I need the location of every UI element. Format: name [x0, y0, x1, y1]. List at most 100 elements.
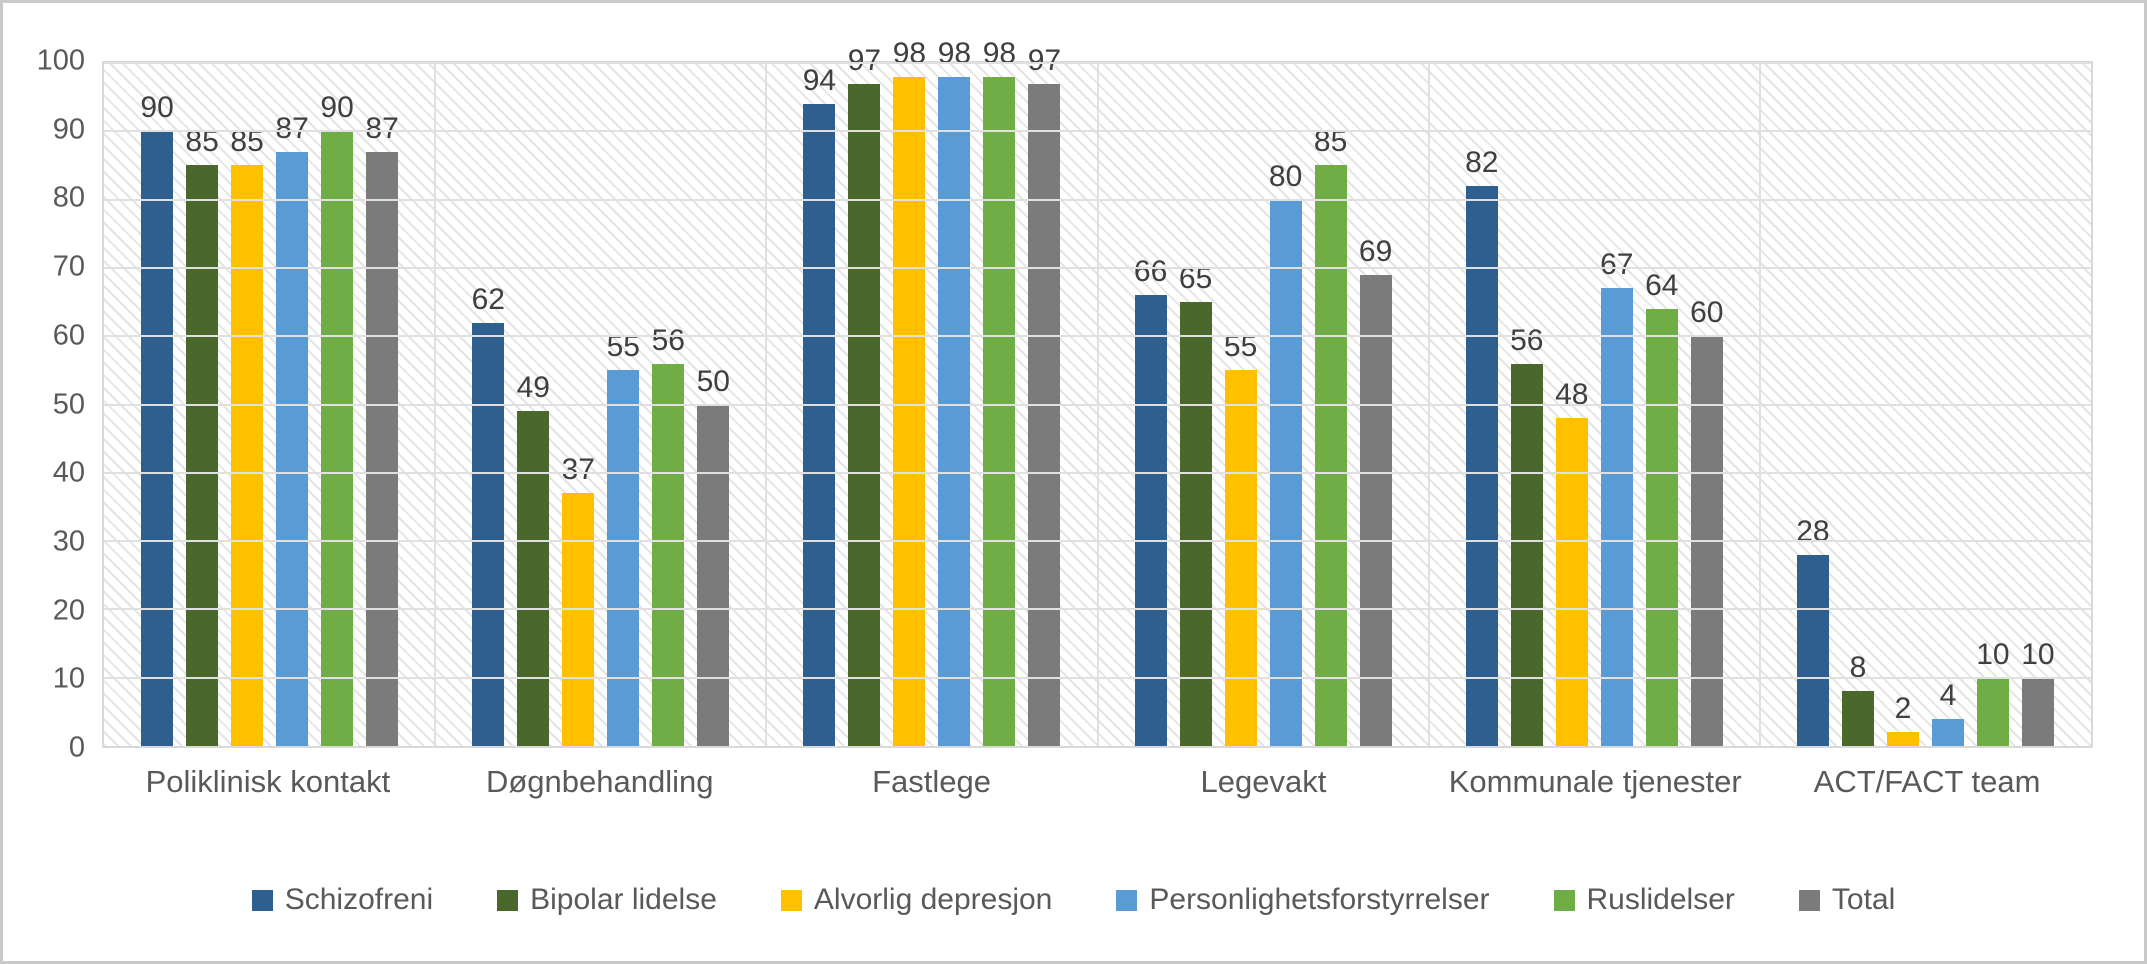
- legend-swatch: [1553, 889, 1575, 911]
- bar: 48: [1555, 380, 1588, 746]
- y-axis: 0 10 20 30 40 50 60 70 80 90 100: [3, 46, 85, 762]
- vertical-gridline: [765, 63, 768, 746]
- bar: 85: [230, 127, 264, 746]
- legend-item: Schizofreni: [251, 883, 434, 916]
- bar: 66: [1134, 257, 1167, 746]
- bar-value-label: 10: [2021, 637, 2055, 671]
- bar: 98: [983, 38, 1016, 746]
- bar-value-label: 2: [1894, 692, 1912, 726]
- legend-label: Total: [1831, 883, 1896, 916]
- y-tick-label: 30: [52, 525, 85, 558]
- bar: 98: [893, 38, 926, 746]
- bar: 98: [938, 38, 971, 746]
- bar: 56: [1510, 325, 1543, 746]
- bar-value-label: 97: [1027, 43, 1062, 77]
- bar-value-label: 66: [1133, 255, 1168, 289]
- legend-item: Bipolar lidelse: [497, 885, 717, 915]
- bar-value-label: 87: [275, 111, 309, 145]
- legend-item: Personlighetsforstyrrelser: [1116, 883, 1490, 916]
- category-group: 62 49 37 55 56 50: [435, 63, 766, 746]
- y-tick-label: 90: [52, 113, 85, 146]
- bar: 10: [2021, 639, 2055, 746]
- legend-label: Personlighetsforstyrrelser: [1149, 883, 1490, 916]
- legend-label: Ruslidelser: [1586, 883, 1735, 916]
- category-label: Døgnbehandling: [485, 764, 714, 799]
- bar: 8: [1841, 653, 1874, 746]
- bar-value-label: 56: [1510, 323, 1544, 357]
- category-label: Fastlege: [872, 764, 992, 799]
- bar: 4: [1931, 680, 1964, 746]
- bar-value-label: 37: [561, 453, 595, 487]
- bar: 90: [140, 93, 174, 746]
- bar-value-label: 69: [1358, 234, 1393, 268]
- legend-label: Alvorlig depresjon: [813, 883, 1053, 916]
- y-tick-label: 100: [36, 44, 85, 77]
- y-tick-label: 70: [52, 250, 85, 283]
- vertical-gridline: [1758, 63, 1761, 746]
- bar: 49: [517, 373, 550, 746]
- y-tick-label: 50: [52, 388, 85, 420]
- bar: 64: [1645, 270, 1678, 746]
- bar-value-label: 97: [847, 43, 882, 77]
- bar: 55: [1224, 332, 1257, 746]
- bar: 55: [607, 332, 640, 746]
- bar-value-label: 90: [140, 91, 174, 125]
- bar-value-label: 98: [892, 36, 927, 70]
- bar: 94: [803, 65, 836, 746]
- y-tick-label: 60: [52, 319, 85, 352]
- y-tick-label: 10: [52, 662, 85, 695]
- legend-item: Ruslidelser: [1553, 883, 1735, 916]
- bar-value-label: 48: [1555, 378, 1589, 412]
- legend-swatch: [780, 889, 802, 911]
- y-tick-label: 20: [52, 594, 85, 627]
- bar: 90: [320, 93, 354, 746]
- legend-swatch: [1798, 889, 1820, 911]
- category-label: Legevakt: [1200, 764, 1327, 799]
- bar: 97: [1028, 45, 1061, 746]
- bar: 50: [697, 366, 730, 746]
- bar-value-label: 87: [365, 111, 399, 145]
- bar-value-label: 60: [1690, 296, 1724, 330]
- bar: 67: [1600, 250, 1633, 746]
- bar: 87: [365, 113, 399, 746]
- bar: 62: [472, 284, 505, 746]
- bar: 56: [652, 325, 685, 746]
- bar: 28: [1796, 516, 1830, 746]
- x-axis-labels: Poliklinisk kontakt Døgnbehandling Fastleg…: [102, 764, 2093, 799]
- vertical-gridline: [434, 63, 437, 746]
- legend-item: Total: [1798, 883, 1896, 916]
- bar-value-label: 98: [982, 36, 1017, 70]
- bar-value-label: 94: [802, 63, 837, 97]
- legend-label: Schizofreni: [284, 883, 434, 916]
- bar: 82: [1465, 147, 1498, 746]
- bar: 85: [1314, 127, 1347, 746]
- bar-value-label: 64: [1645, 268, 1679, 302]
- category-group: 94 97 98 98 98 97: [766, 38, 1097, 746]
- plot-area: 90 85 85 87 90 87 62 49 37 55 56 50 94 97 98 98 98 97 66 65…: [102, 38, 2093, 748]
- bar-value-label: 4: [1939, 678, 1957, 712]
- category-group: 90 85 85 87 90 87: [104, 63, 435, 746]
- bar-value-label: 49: [516, 371, 550, 405]
- bar: 2: [1886, 694, 1919, 746]
- bar-value-label: 10: [1976, 637, 2010, 671]
- legend-label: Bipolar lidelse: [530, 883, 717, 916]
- bar: 65: [1179, 264, 1212, 746]
- bar-value-label: 67: [1600, 248, 1634, 282]
- legend: Schizofreni Bipolar lidelse Alvorlig depre…: [3, 885, 2144, 915]
- y-tick-label: 0: [68, 731, 85, 764]
- bar-value-label: 98: [937, 36, 972, 70]
- bar-value-label: 82: [1465, 145, 1499, 179]
- bar-value-label: 8: [1849, 651, 1867, 685]
- category-label: Kommunale tjenester: [1448, 764, 1742, 799]
- y-tick-label: 40: [52, 456, 85, 489]
- bar: 85: [185, 127, 219, 746]
- bar: 69: [1359, 236, 1392, 746]
- y-tick-label: 80: [52, 181, 85, 214]
- bar-value-label: 90: [320, 91, 354, 125]
- legend-swatch: [1116, 889, 1138, 911]
- legend-swatch: [251, 889, 273, 911]
- vertical-gridline: [1096, 63, 1099, 746]
- category-label: Poliklinisk kontakt: [145, 764, 391, 799]
- bar: 97: [848, 45, 881, 746]
